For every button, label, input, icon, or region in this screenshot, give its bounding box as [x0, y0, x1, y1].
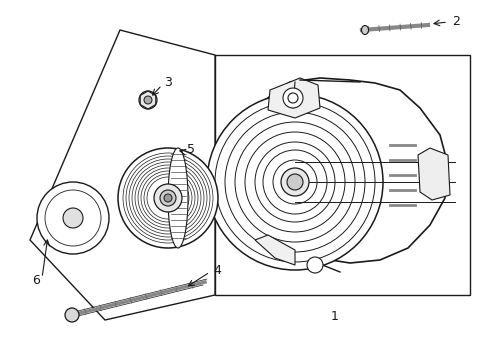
Text: 4: 4	[213, 264, 221, 276]
Polygon shape	[268, 78, 320, 118]
Text: 2: 2	[452, 14, 460, 27]
Polygon shape	[215, 55, 470, 295]
Ellipse shape	[168, 148, 188, 248]
Circle shape	[283, 88, 303, 108]
Circle shape	[37, 182, 109, 254]
Ellipse shape	[362, 26, 368, 35]
Circle shape	[281, 168, 309, 196]
Circle shape	[63, 208, 83, 228]
Circle shape	[307, 257, 323, 273]
Polygon shape	[418, 148, 450, 200]
Circle shape	[164, 194, 172, 202]
Text: 1: 1	[331, 310, 339, 323]
Circle shape	[154, 184, 182, 212]
Circle shape	[139, 91, 157, 109]
Circle shape	[160, 190, 176, 206]
Circle shape	[118, 148, 218, 248]
Circle shape	[65, 308, 79, 322]
Circle shape	[207, 94, 383, 270]
Text: 6: 6	[32, 274, 40, 287]
Polygon shape	[30, 30, 215, 320]
Polygon shape	[255, 235, 295, 265]
Circle shape	[144, 96, 152, 104]
Text: 3: 3	[164, 76, 172, 89]
Text: 5: 5	[187, 143, 195, 156]
Polygon shape	[248, 78, 448, 263]
Circle shape	[287, 174, 303, 190]
